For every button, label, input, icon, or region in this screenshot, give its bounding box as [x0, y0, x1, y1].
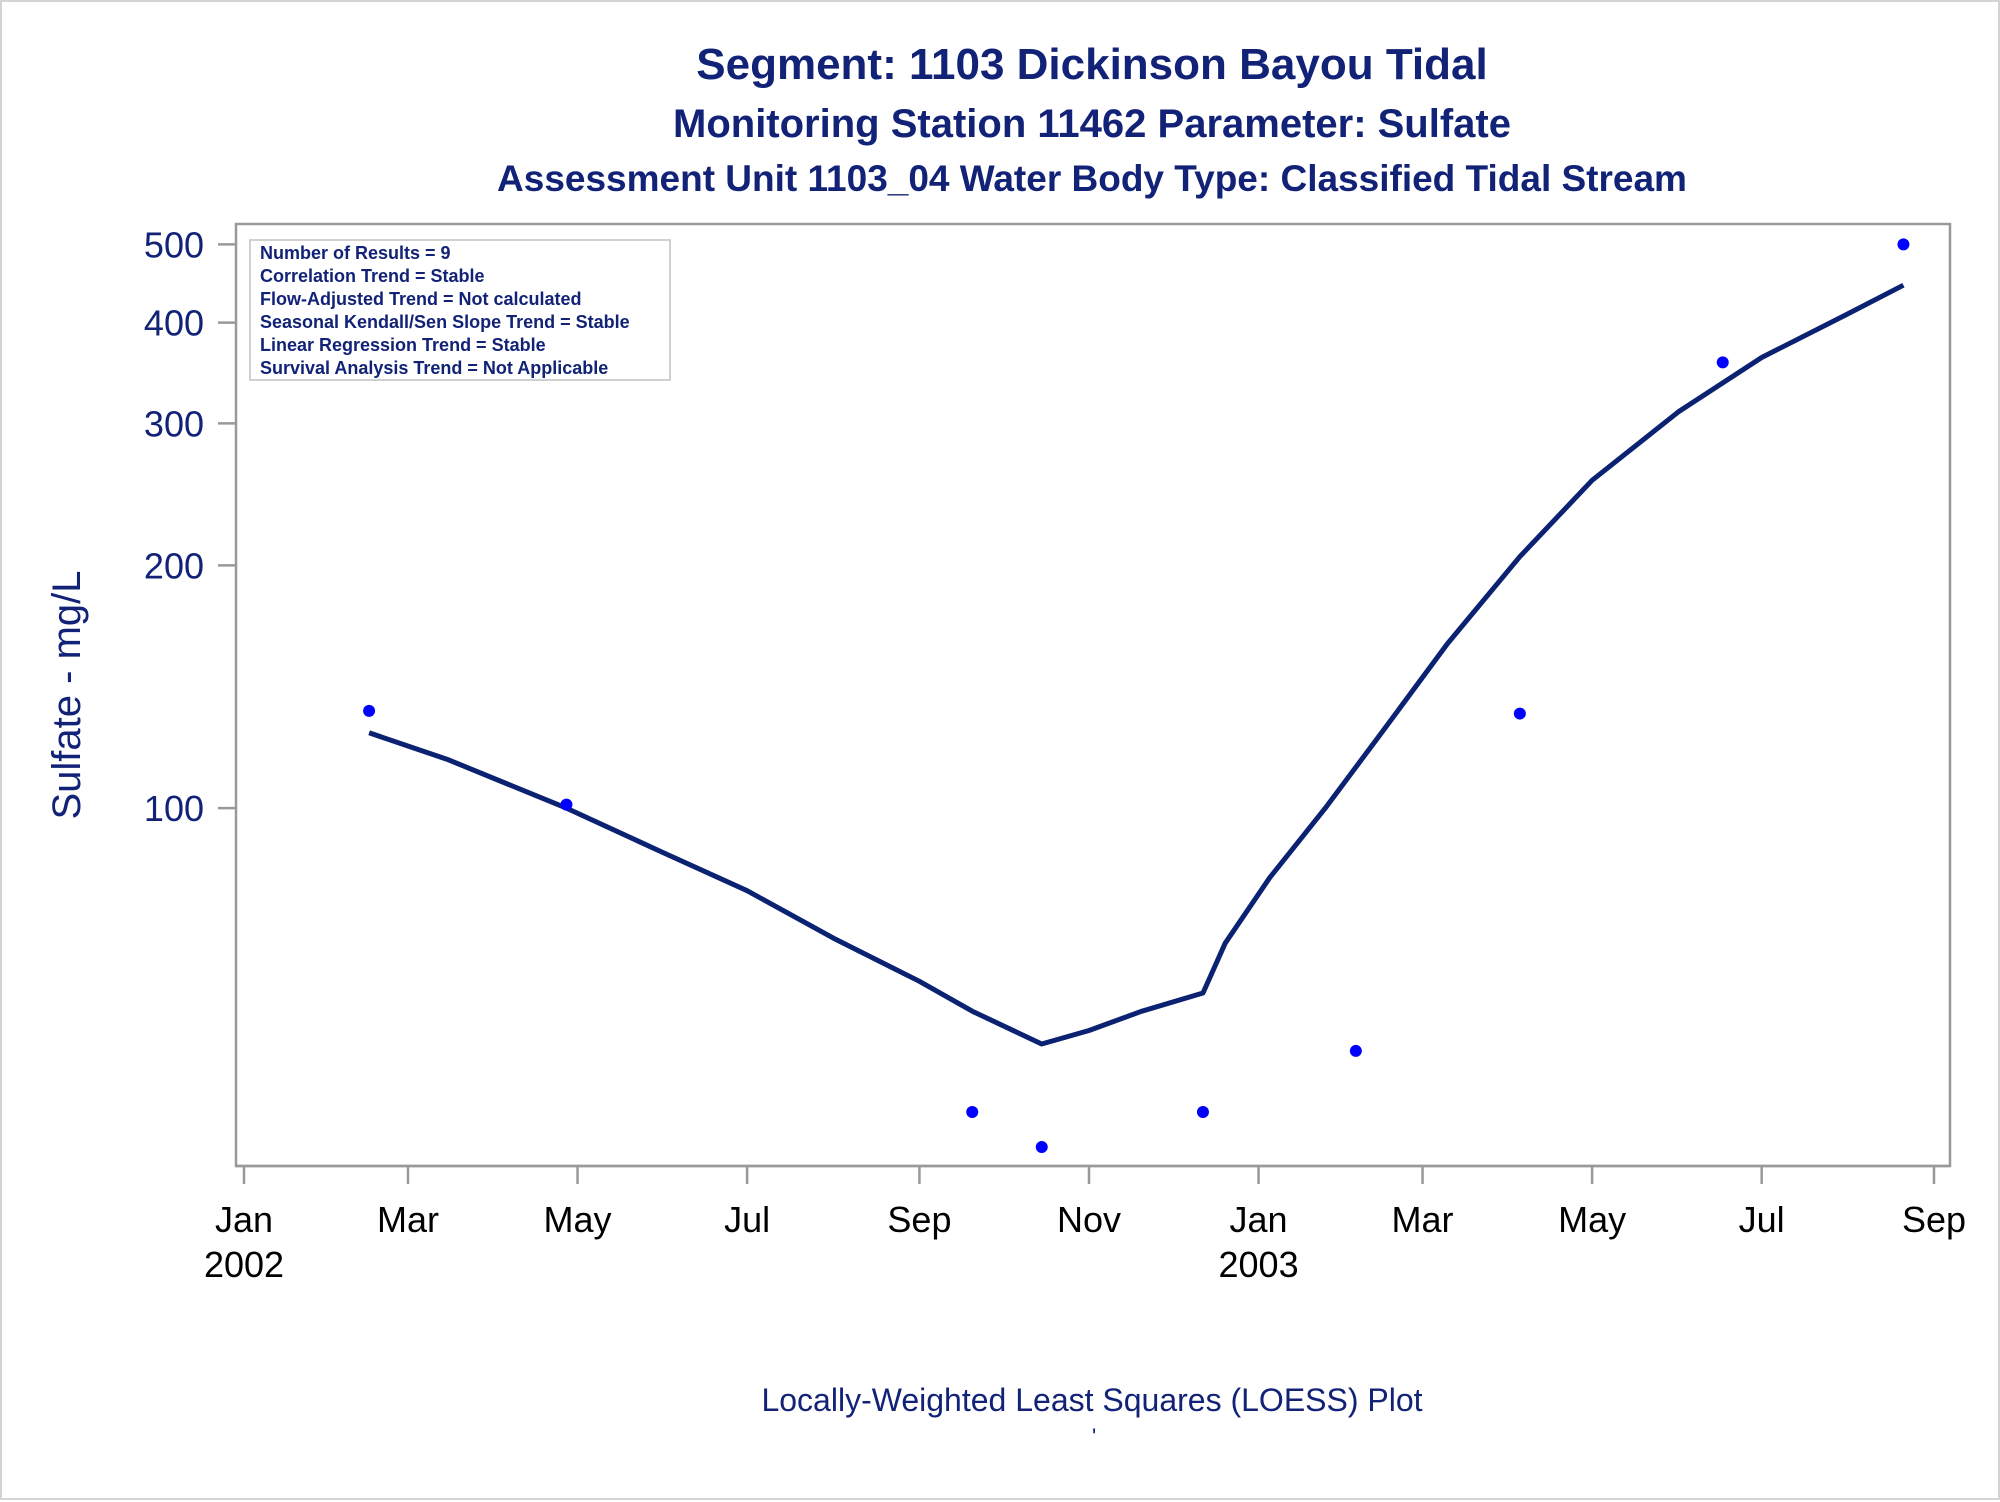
data-point: [1349, 1044, 1362, 1057]
stats-box: Number of Results = 9 Correlation Trend …: [249, 239, 671, 381]
x-tick-label: Jul: [1739, 1199, 1785, 1240]
data-point: [1035, 1141, 1048, 1154]
data-point: [1196, 1106, 1209, 1119]
x-tick-label: Jul: [724, 1199, 770, 1240]
data-point: [966, 1106, 979, 1119]
chart-subtitle: Monitoring Station 11462 Parameter: Sulf…: [673, 102, 1511, 146]
data-point: [560, 798, 573, 811]
x-tick-label: Jan: [1230, 1199, 1288, 1240]
x-tick-label: Mar: [1392, 1199, 1454, 1240]
chart-title: Segment: 1103 Dickinson Bayou Tidal: [696, 40, 1488, 89]
chart-subtitle-2: Assessment Unit 1103_04 Water Body Type:…: [497, 158, 1687, 199]
loess-line: [368, 282, 1905, 1047]
data-point: [1716, 356, 1729, 369]
x-tick-label: Jan: [215, 1199, 273, 1240]
stats-line: Linear Regression Trend = Stable: [260, 335, 546, 355]
data-point: [363, 704, 376, 717]
y-tick-label: 300: [144, 403, 204, 444]
x-tick-label: Sep: [887, 1199, 951, 1240]
stats-line: Correlation Trend = Stable: [260, 266, 485, 286]
stats-line: Survival Analysis Trend = Not Applicable: [260, 358, 608, 378]
stats-line: Flow-Adjusted Trend = Not calculated: [260, 289, 582, 309]
x-tick-year-label: 2003: [1219, 1244, 1299, 1285]
chart-footnote: Locally-Weighted Least Squares (LOESS) P…: [761, 1382, 1423, 1418]
y-tick-label: 100: [144, 788, 204, 829]
y-axis: 100 200 300 400 500: [144, 224, 236, 829]
y-tick-label: 200: [144, 545, 204, 586]
stats-line: Seasonal Kendall/Sen Slope Trend = Stabl…: [260, 312, 630, 332]
data-series: [363, 238, 1910, 1154]
data-point: [1513, 707, 1526, 720]
x-tick-label: May: [1558, 1199, 1626, 1240]
x-tick-label: Sep: [1902, 1199, 1966, 1240]
y-tick-label: 400: [144, 303, 204, 344]
x-tick-year-label: 2002: [204, 1244, 284, 1285]
x-tick-label: Nov: [1057, 1199, 1121, 1240]
x-tick-label: May: [544, 1199, 612, 1240]
y-axis-label: Sulfate - mg/L: [45, 570, 89, 819]
y-tick-label: 500: [144, 224, 204, 265]
x-tick-label: Mar: [377, 1199, 439, 1240]
stats-box-border: [249, 239, 671, 381]
footnote-mark: ': [1092, 1424, 1097, 1449]
stats-line: Number of Results = 9: [260, 243, 451, 263]
data-point: [1897, 238, 1910, 251]
